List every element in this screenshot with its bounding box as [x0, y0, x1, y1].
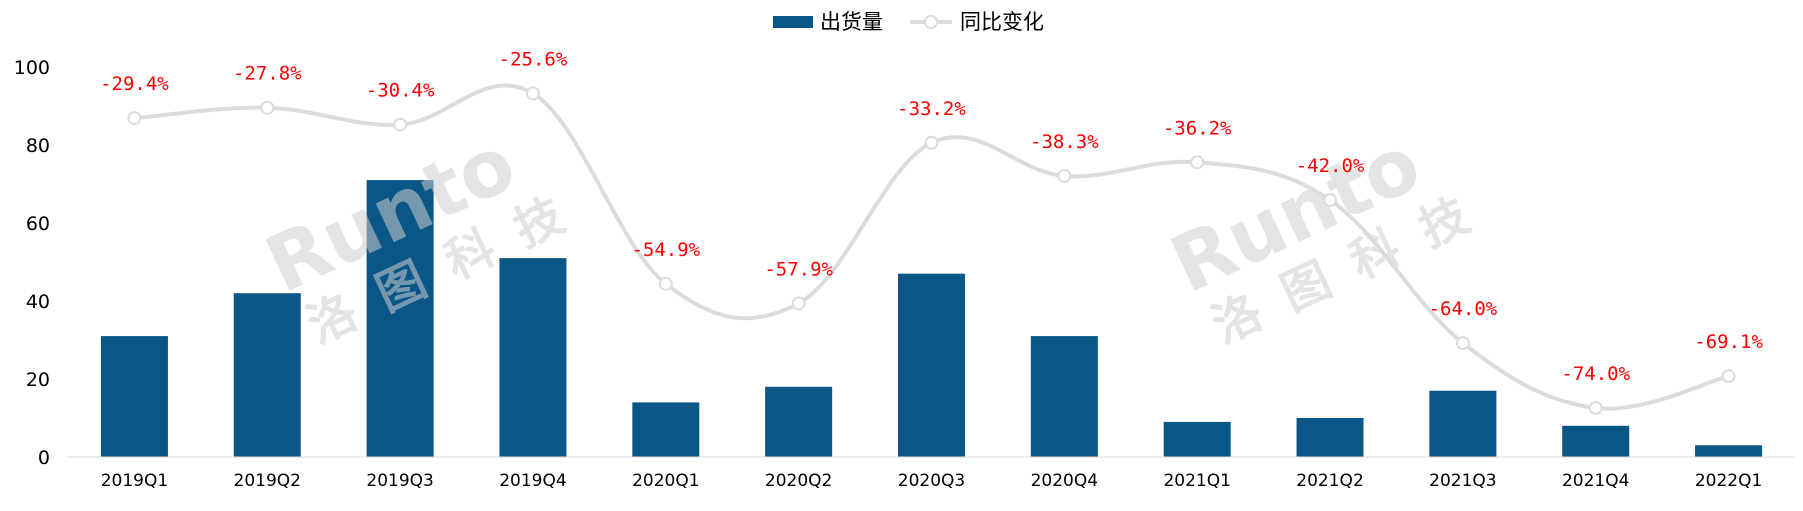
yoy-data-label: -42.0%	[1296, 155, 1365, 177]
x-axis: 2019Q1 2019Q2 2019Q3 2019Q4 2020Q1 2020Q2 2020…	[68, 456, 1795, 491]
yoy-line-marker	[1057, 168, 1072, 183]
y-tick-label: 0	[38, 447, 50, 469]
yoy-line-marker	[393, 117, 408, 132]
data-labels: -29.4% -27.8% -30.4% -25.6% -54.9% -57.9% -33.…	[100, 48, 1763, 385]
x-tick-label: 2019Q3	[366, 471, 433, 491]
x-tick-label: 2019Q4	[499, 471, 566, 491]
yoy-data-label: -33.2%	[897, 98, 966, 120]
x-tick-label: 2020Q1	[632, 471, 699, 491]
yoy-line-marker	[1455, 336, 1470, 350]
y-axis: 0 20 40 60 80 100	[14, 57, 50, 469]
legend: 出货量 同比变化	[773, 10, 1044, 34]
yoy-data-label: -36.2%	[1163, 117, 1232, 139]
bar	[1695, 445, 1763, 457]
x-tick-label: 2019Q1	[101, 471, 168, 491]
y-tick-label: 100	[14, 57, 50, 79]
legend-line-marker	[924, 15, 938, 29]
yoy-line-marker	[658, 276, 673, 291]
yoy-data-label: -25.6%	[499, 48, 568, 70]
bar	[898, 273, 965, 457]
bar	[765, 386, 833, 457]
yoy-line	[127, 83, 1736, 415]
yoy-line-marker	[127, 111, 142, 126]
yoy-line-marker	[525, 86, 540, 101]
x-tick-label: 2020Q4	[1031, 471, 1098, 491]
legend-bar-swatch	[773, 16, 813, 28]
yoy-data-label: -57.9%	[764, 258, 833, 280]
legend-bar-label: 出货量	[820, 10, 883, 34]
bar	[632, 402, 700, 457]
y-tick-label: 60	[26, 213, 50, 235]
bar	[1429, 390, 1497, 457]
bar	[100, 336, 168, 457]
y-tick-label: 40	[26, 291, 50, 313]
bar	[1163, 421, 1231, 457]
yoy-data-label: -29.4%	[100, 73, 169, 95]
x-tick-label: 2022Q1	[1695, 471, 1762, 491]
x-tick-label: 2021Q1	[1163, 471, 1230, 491]
bar	[233, 293, 301, 457]
x-tick-label: 2021Q4	[1562, 471, 1629, 491]
x-tick-label: 2020Q3	[898, 471, 965, 491]
yoy-line-marker	[1323, 193, 1338, 207]
bar	[1562, 425, 1630, 457]
yoy-line-marker	[260, 100, 275, 115]
yoy-line-marker	[924, 135, 939, 150]
yoy-line-marker	[1588, 401, 1603, 415]
yoy-data-label: -74.0%	[1561, 363, 1630, 385]
x-tick-label: 2021Q3	[1429, 471, 1496, 491]
yoy-line-path	[134, 83, 1730, 411]
bar	[1030, 336, 1098, 457]
legend-line-label: 同比变化	[960, 10, 1044, 34]
x-tick-label: 2021Q2	[1296, 471, 1363, 491]
yoy-data-label: -38.3%	[1030, 131, 1099, 153]
x-tick-label: 2019Q2	[234, 471, 301, 491]
bar	[1296, 418, 1364, 457]
yoy-line-marker	[791, 296, 806, 311]
yoy-data-label: -27.8%	[233, 63, 302, 85]
yoy-data-label: -30.4%	[366, 80, 435, 102]
y-tick-label: 80	[26, 135, 50, 157]
bar	[366, 180, 434, 457]
yoy-line-marker	[1190, 155, 1205, 170]
yoy-data-label: -69.1%	[1694, 331, 1763, 353]
watermarks: Runto 洛图科技 Runto 洛图科技	[253, 119, 1503, 355]
x-tick-label: 2020Q2	[765, 471, 832, 491]
bar	[499, 258, 567, 457]
yoy-data-label: -54.9%	[631, 239, 700, 261]
y-tick-label: 20	[26, 369, 50, 391]
yoy-line-marker	[1721, 369, 1736, 384]
bars	[100, 180, 1763, 457]
yoy-data-label: -64.0%	[1429, 298, 1498, 320]
